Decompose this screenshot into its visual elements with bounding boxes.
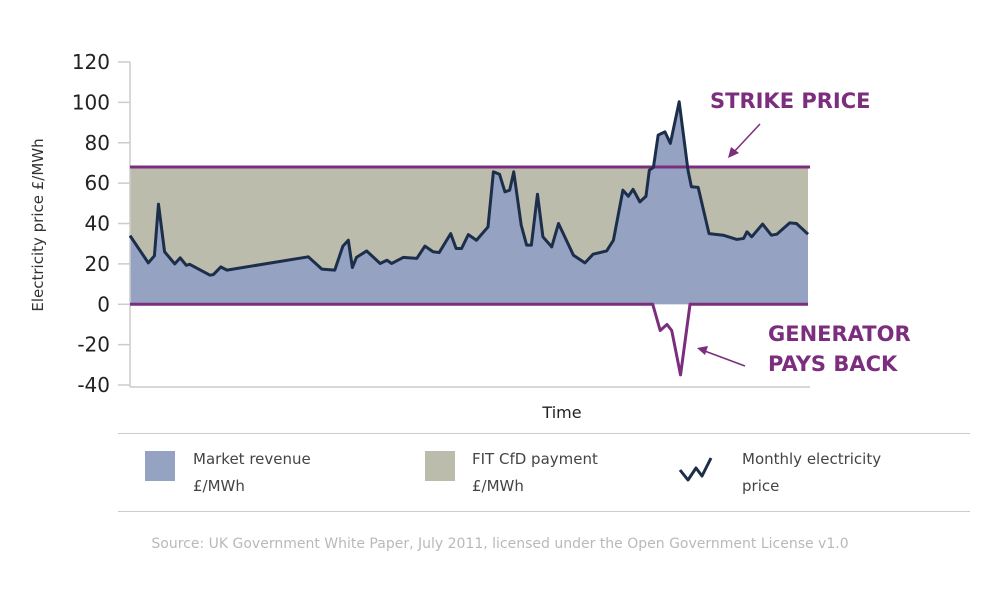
monthly-price-line xyxy=(128,100,810,277)
y-axis-label: Electricity price £/MWh xyxy=(29,138,47,311)
y-tick-label: -20 xyxy=(77,333,110,357)
generator-arrow xyxy=(701,349,746,367)
legend-top-divider xyxy=(118,433,970,434)
generator-arrow-head xyxy=(697,346,708,355)
legend-monthly-price: Monthly electricity price xyxy=(742,446,881,500)
legend-swatch-fit-cfd xyxy=(425,451,455,481)
legend-market-revenue: Market revenue £/MWh xyxy=(193,446,311,500)
y-tick-label: 100 xyxy=(72,90,110,114)
market-revenue-area xyxy=(130,101,808,305)
y-tick-label: 60 xyxy=(85,171,110,195)
y-tick-label: 0 xyxy=(97,292,110,316)
x-axis-label: Time xyxy=(541,403,581,422)
y-tick-label: 80 xyxy=(85,131,110,155)
y-tick-label: 40 xyxy=(85,212,110,236)
y-tick-label: 120 xyxy=(72,50,110,74)
strike-arrow xyxy=(731,123,761,155)
y-tick-label: -40 xyxy=(77,373,110,397)
generator-pays-back-line xyxy=(130,302,808,377)
legend-label: Monthly electricity xyxy=(742,450,882,468)
strike-arrow-head xyxy=(728,147,739,158)
generator-annotation-line2: PAYS BACK xyxy=(768,352,898,376)
strike-price-annotation: STRIKE PRICE xyxy=(710,89,871,113)
legend-unit: price xyxy=(742,477,780,495)
generator-annotation-line1: GENERATOR xyxy=(768,322,911,346)
legend-line-icon xyxy=(678,457,713,482)
legend-label: Market revenue xyxy=(193,450,311,468)
y-tick-label: 20 xyxy=(85,252,110,276)
legend-swatch-market-revenue xyxy=(145,451,175,481)
legend-unit: £/MWh xyxy=(472,477,524,495)
legend-label: FIT CfD payment xyxy=(472,450,598,468)
legend-bottom-divider xyxy=(118,511,970,512)
source-note: Source: UK Government White Paper, July … xyxy=(151,536,849,552)
legend-unit: £/MWh xyxy=(193,477,245,495)
legend-fit-cfd: FIT CfD payment £/MWh xyxy=(472,446,598,500)
